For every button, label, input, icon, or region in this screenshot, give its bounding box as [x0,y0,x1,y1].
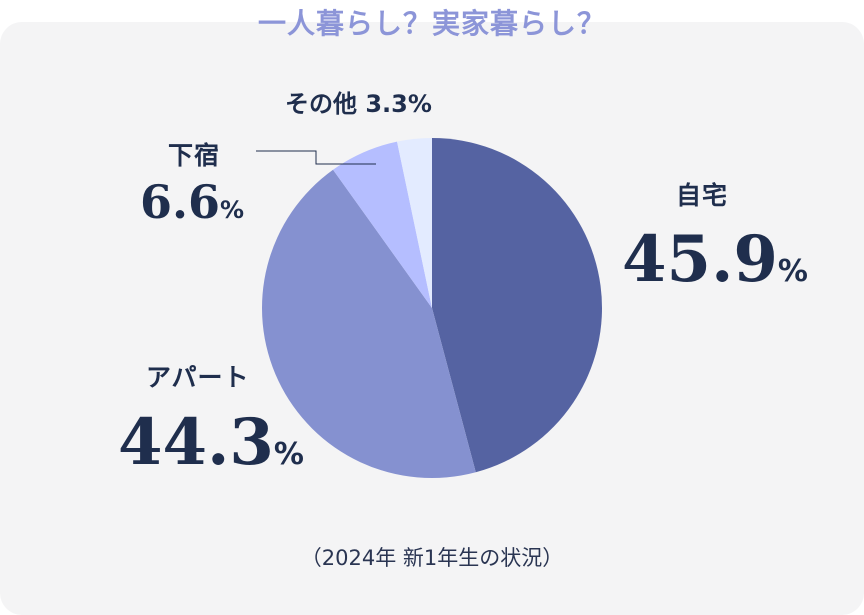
slice-value-apato: 44.3% [118,405,304,480]
slice-value-number: 6.6 [140,175,221,229]
pie-slice-2 [333,141,432,308]
slice-label-jitaku: 自宅 [676,181,729,210]
percent-sign: % [220,196,245,224]
pie-slice-0 [432,138,602,473]
slice-label-text: その他 [285,90,357,118]
percent-sign: % [407,90,432,118]
slice-value-number: 45.9 [622,222,778,297]
leader-line-geshuku [256,150,376,165]
slice-value-geshuku: 6.6% [140,175,244,229]
slice-label-apato: アパート [146,363,250,392]
slice-value-number: 44.3 [118,405,274,480]
slice-label-other: その他 3.3% [285,84,432,119]
pie-slice-3 [397,138,432,308]
slice-label-geshuku: 下宿 [168,141,221,170]
percent-sign: % [273,437,304,472]
slice-value-jitaku: 45.9% [622,222,808,297]
chart-footnote: （2024年 新1年生の状況） [300,546,564,570]
percent-sign: % [777,254,808,289]
chart-title: 一人暮らし？実家暮らし？ [257,7,606,40]
pie-slice-1 [262,169,476,478]
slice-value-number: 3.3 [365,90,408,118]
